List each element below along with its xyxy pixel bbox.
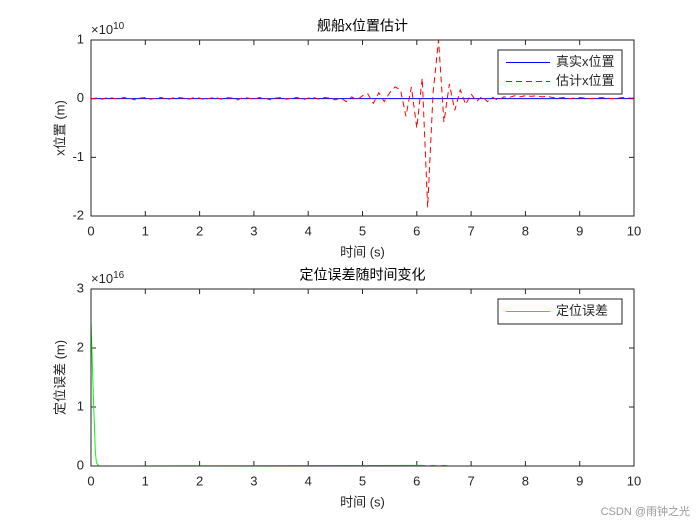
y-multiplier: ×1016 [91, 270, 125, 287]
x-tick-label: 2 [196, 223, 203, 238]
x-tick-label: 9 [576, 223, 583, 238]
legend-label: 真实x位置 [556, 54, 615, 69]
x-tick-label: 9 [576, 473, 583, 488]
y-tick-label: 0 [77, 90, 84, 105]
y-axis-label: x位置 (m) [52, 100, 67, 156]
plot-lines [91, 40, 634, 208]
series-line [91, 40, 634, 208]
x-tick-label: 0 [87, 473, 94, 488]
x-tick-label: 1 [142, 223, 149, 238]
legend-label: 估计x位置 [556, 73, 615, 88]
axes-box [90, 288, 635, 467]
legend-label: 定位误差 [556, 303, 608, 318]
y-tick-label: 1 [77, 398, 84, 413]
x-tick-label: 5 [359, 473, 366, 488]
chart-title: 舰船x位置估计 [317, 18, 408, 34]
watermark: CSDN @雨钟之光 [601, 504, 690, 518]
x-tick-label: 8 [522, 473, 529, 488]
x-tick-label: 4 [305, 473, 312, 488]
x-tick-label: 10 [627, 223, 641, 238]
y-multiplier: ×1010 [91, 21, 125, 38]
y-tick-label: 3 [77, 280, 84, 295]
x-tick-label: 8 [522, 223, 529, 238]
x-tick-label: 10 [627, 473, 641, 488]
x-tick-label: 3 [250, 473, 257, 488]
x-tick-label: 5 [359, 223, 366, 238]
x-tick-label: 1 [142, 473, 149, 488]
y-tick-label: -1 [72, 149, 84, 164]
x-tick-label: 7 [467, 473, 474, 488]
multiplier-base: ×10 [91, 271, 113, 286]
multiplier-exponent: 16 [113, 270, 125, 281]
legend-box [497, 49, 623, 95]
y-tick-label: 1 [77, 31, 84, 46]
y-tick-label: -2 [72, 207, 84, 222]
x-axis-label: 时间 (s) [340, 494, 385, 509]
x-tick-label: 6 [413, 473, 420, 488]
x-axis-label: 时间 (s) [340, 244, 385, 259]
multiplier-base: ×10 [91, 22, 113, 37]
multiplier-exponent: 10 [113, 21, 125, 32]
y-tick-label: 0 [77, 457, 84, 472]
x-tick-label: 4 [305, 223, 312, 238]
x-tick-label: 0 [87, 223, 94, 238]
y-tick-label: 2 [77, 339, 84, 354]
x-tick-label: 7 [467, 223, 474, 238]
x-tick-label: 3 [250, 223, 257, 238]
axes-box [90, 39, 635, 217]
x-tick-label: 2 [196, 473, 203, 488]
chart-title: 定位误差随时间变化 [300, 267, 426, 283]
y-axis-label: 定位误差 (m) [52, 340, 67, 415]
x-tick-label: 6 [413, 223, 420, 238]
